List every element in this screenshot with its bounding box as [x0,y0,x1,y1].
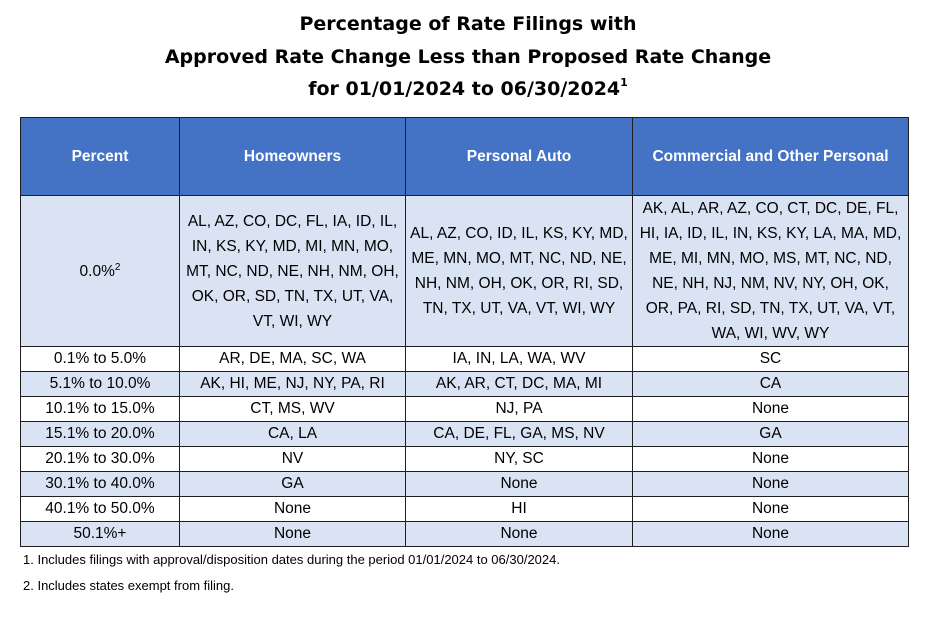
table-row: 50.1%+ None None None [20,521,909,547]
table-row: 5.1% to 10.0% AK, HI, ME, NJ, NY, PA, RI… [20,371,909,397]
cell-personal-auto: NY, SC [405,446,633,472]
cell-personal-auto: None [405,471,633,497]
percent-value: 0.0% [79,262,115,280]
title-date-range: for 01/01/2024 to 06/30/2024 [308,78,621,100]
title-footnote-marker: 1 [620,76,628,89]
cell-percent: 30.1% to 40.0% [20,471,180,497]
cell-percent: 15.1% to 20.0% [20,421,180,447]
cell-homeowners: None [179,521,406,547]
table-row: 20.1% to 30.0% NV NY, SC None [20,446,909,472]
header-percent: Percent [20,117,180,196]
header-personal-auto: Personal Auto [405,117,633,196]
table-row: 40.1% to 50.0% None HI None [20,496,909,522]
cell-homeowners: CA, LA [179,421,406,447]
cell-personal-auto: HI [405,496,633,522]
cell-commercial: SC [632,346,909,372]
cell-homeowners: CT, MS, WV [179,396,406,422]
cell-personal-auto: NJ, PA [405,396,633,422]
cell-percent: 0.1% to 5.0% [20,346,180,372]
table-row: 30.1% to 40.0% GA None None [20,471,909,497]
cell-commercial: CA [632,371,909,397]
table-row: 0.0%2 AL, AZ, CO, DC, FL, IA, ID, IL, IN… [20,195,909,347]
cell-personal-auto: None [405,521,633,547]
cell-homeowners: NV [179,446,406,472]
title-line-1: Percentage of Rate Filings with [299,13,637,35]
cell-homeowners: AR, DE, MA, SC, WA [179,346,406,372]
cell-percent: 5.1% to 10.0% [20,371,180,397]
cell-personal-auto: AL, AZ, CO, ID, IL, KS, KY, MD, ME, MN, … [405,195,633,347]
cell-homeowners: AK, HI, ME, NJ, NY, PA, RI [179,371,406,397]
cell-percent: 40.1% to 50.0% [20,496,180,522]
cell-percent: 20.1% to 30.0% [20,446,180,472]
cell-commercial: None [632,396,909,422]
title-line-3: for 01/01/2024 to 06/30/20241 [0,73,936,106]
header-homeowners: Homeowners [179,117,406,196]
cell-commercial: None [632,446,909,472]
cell-percent: 10.1% to 15.0% [20,396,180,422]
header-commercial: Commercial and Other Personal [632,117,909,196]
cell-homeowners: None [179,496,406,522]
rate-filings-table: Percent Homeowners Personal Auto Commerc… [20,117,909,547]
footnote-marker: 2 [114,261,121,273]
cell-homeowners: GA [179,471,406,497]
page-title: Percentage of Rate Filings with Approved… [0,8,936,106]
cell-homeowners: AL, AZ, CO, DC, FL, IA, ID, IL, IN, KS, … [179,195,406,347]
cell-commercial: None [632,496,909,522]
table-row: 10.1% to 15.0% CT, MS, WV NJ, PA None [20,396,909,422]
table-row: 15.1% to 20.0% CA, LA CA, DE, FL, GA, MS… [20,421,909,447]
footnote-2: 2. Includes states exempt from filing. [23,578,234,593]
cell-commercial: GA [632,421,909,447]
cell-percent: 50.1%+ [20,521,180,547]
cell-percent: 0.0%2 [20,195,180,347]
cell-commercial: AK, AL, AR, AZ, CO, CT, DC, DE, FL, HI, … [632,195,909,347]
cell-commercial: None [632,471,909,497]
cell-commercial: None [632,521,909,547]
cell-personal-auto: AK, AR, CT, DC, MA, MI [405,371,633,397]
cell-personal-auto: IA, IN, LA, WA, WV [405,346,633,372]
footnote-1: 1. Includes filings with approval/dispos… [23,552,560,567]
table-header-row: Percent Homeowners Personal Auto Commerc… [20,117,909,196]
cell-personal-auto: CA, DE, FL, GA, MS, NV [405,421,633,447]
table-row: 0.1% to 5.0% AR, DE, MA, SC, WA IA, IN, … [20,346,909,372]
title-line-2: Approved Rate Change Less than Proposed … [164,45,772,68]
